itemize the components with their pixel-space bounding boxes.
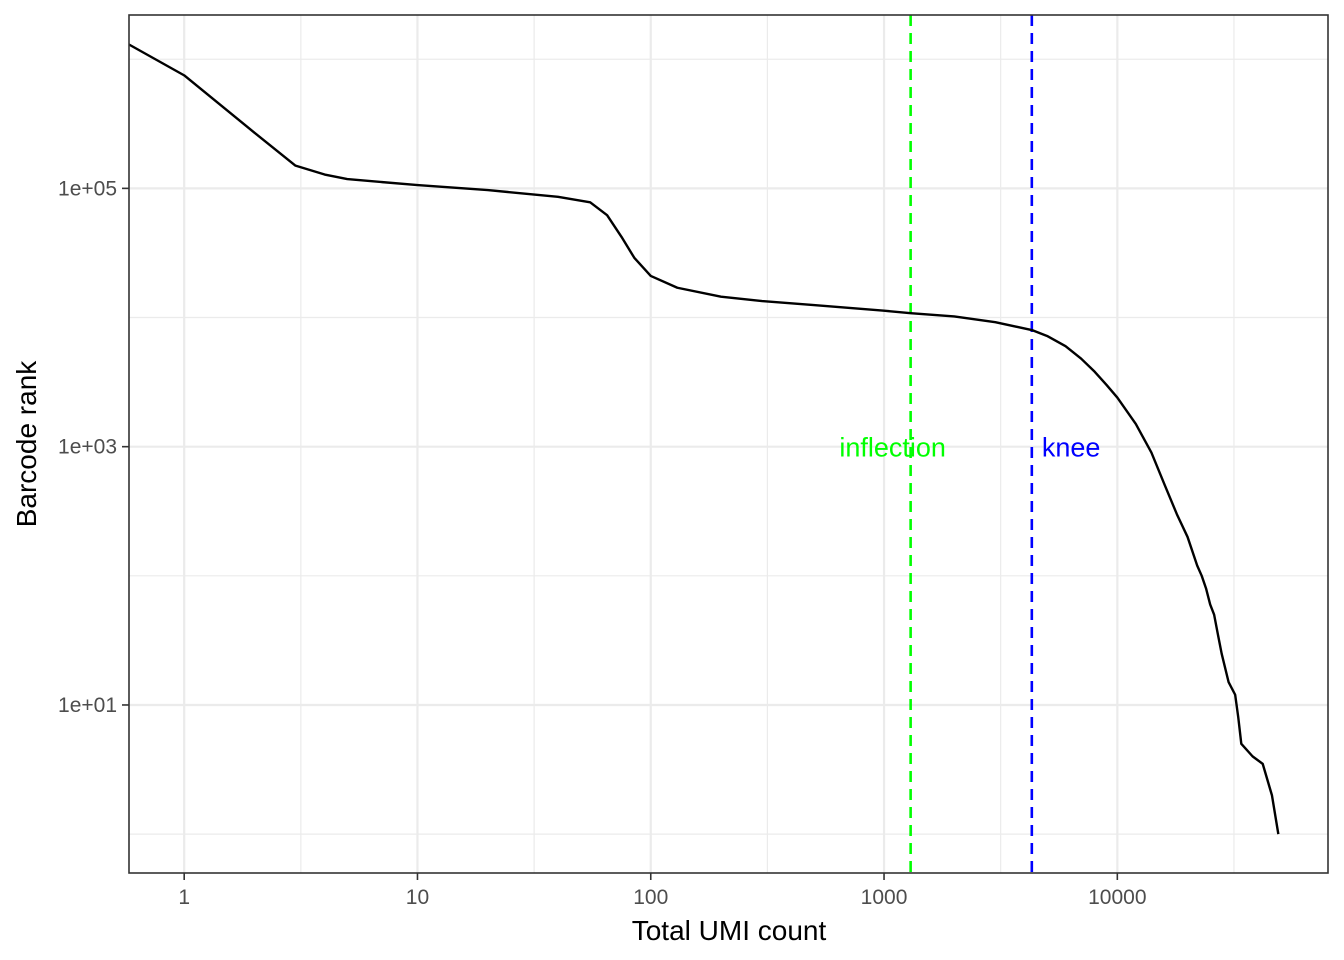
barcode-rank-curve: [128, 43, 1280, 835]
y-tick-label: 1e+03: [58, 436, 117, 459]
x-tick-label: 1000: [861, 886, 908, 909]
knee-label: knee: [1042, 433, 1101, 463]
y-axis-title: Barcode rank: [11, 360, 42, 528]
x-tick-label: 100: [633, 886, 668, 909]
x-tick-label: 1: [178, 886, 190, 909]
panel-border: [128, 14, 1329, 874]
y-tick-label: 1e+05: [58, 177, 117, 200]
grid: [129, 15, 1328, 873]
inflection-label: inflection: [839, 433, 946, 463]
x-axis-title: Total UMI count: [632, 915, 827, 946]
axes: 1 10 100 1000 10000 1e+01 1e+03 1e+05: [58, 177, 1147, 909]
x-tick-label: 10: [406, 886, 429, 909]
y-tick-label: 1e+01: [58, 694, 117, 717]
x-tick-label: 10000: [1088, 886, 1146, 909]
annotations: inflection knee: [839, 433, 1100, 463]
series-layer: [128, 43, 1280, 835]
